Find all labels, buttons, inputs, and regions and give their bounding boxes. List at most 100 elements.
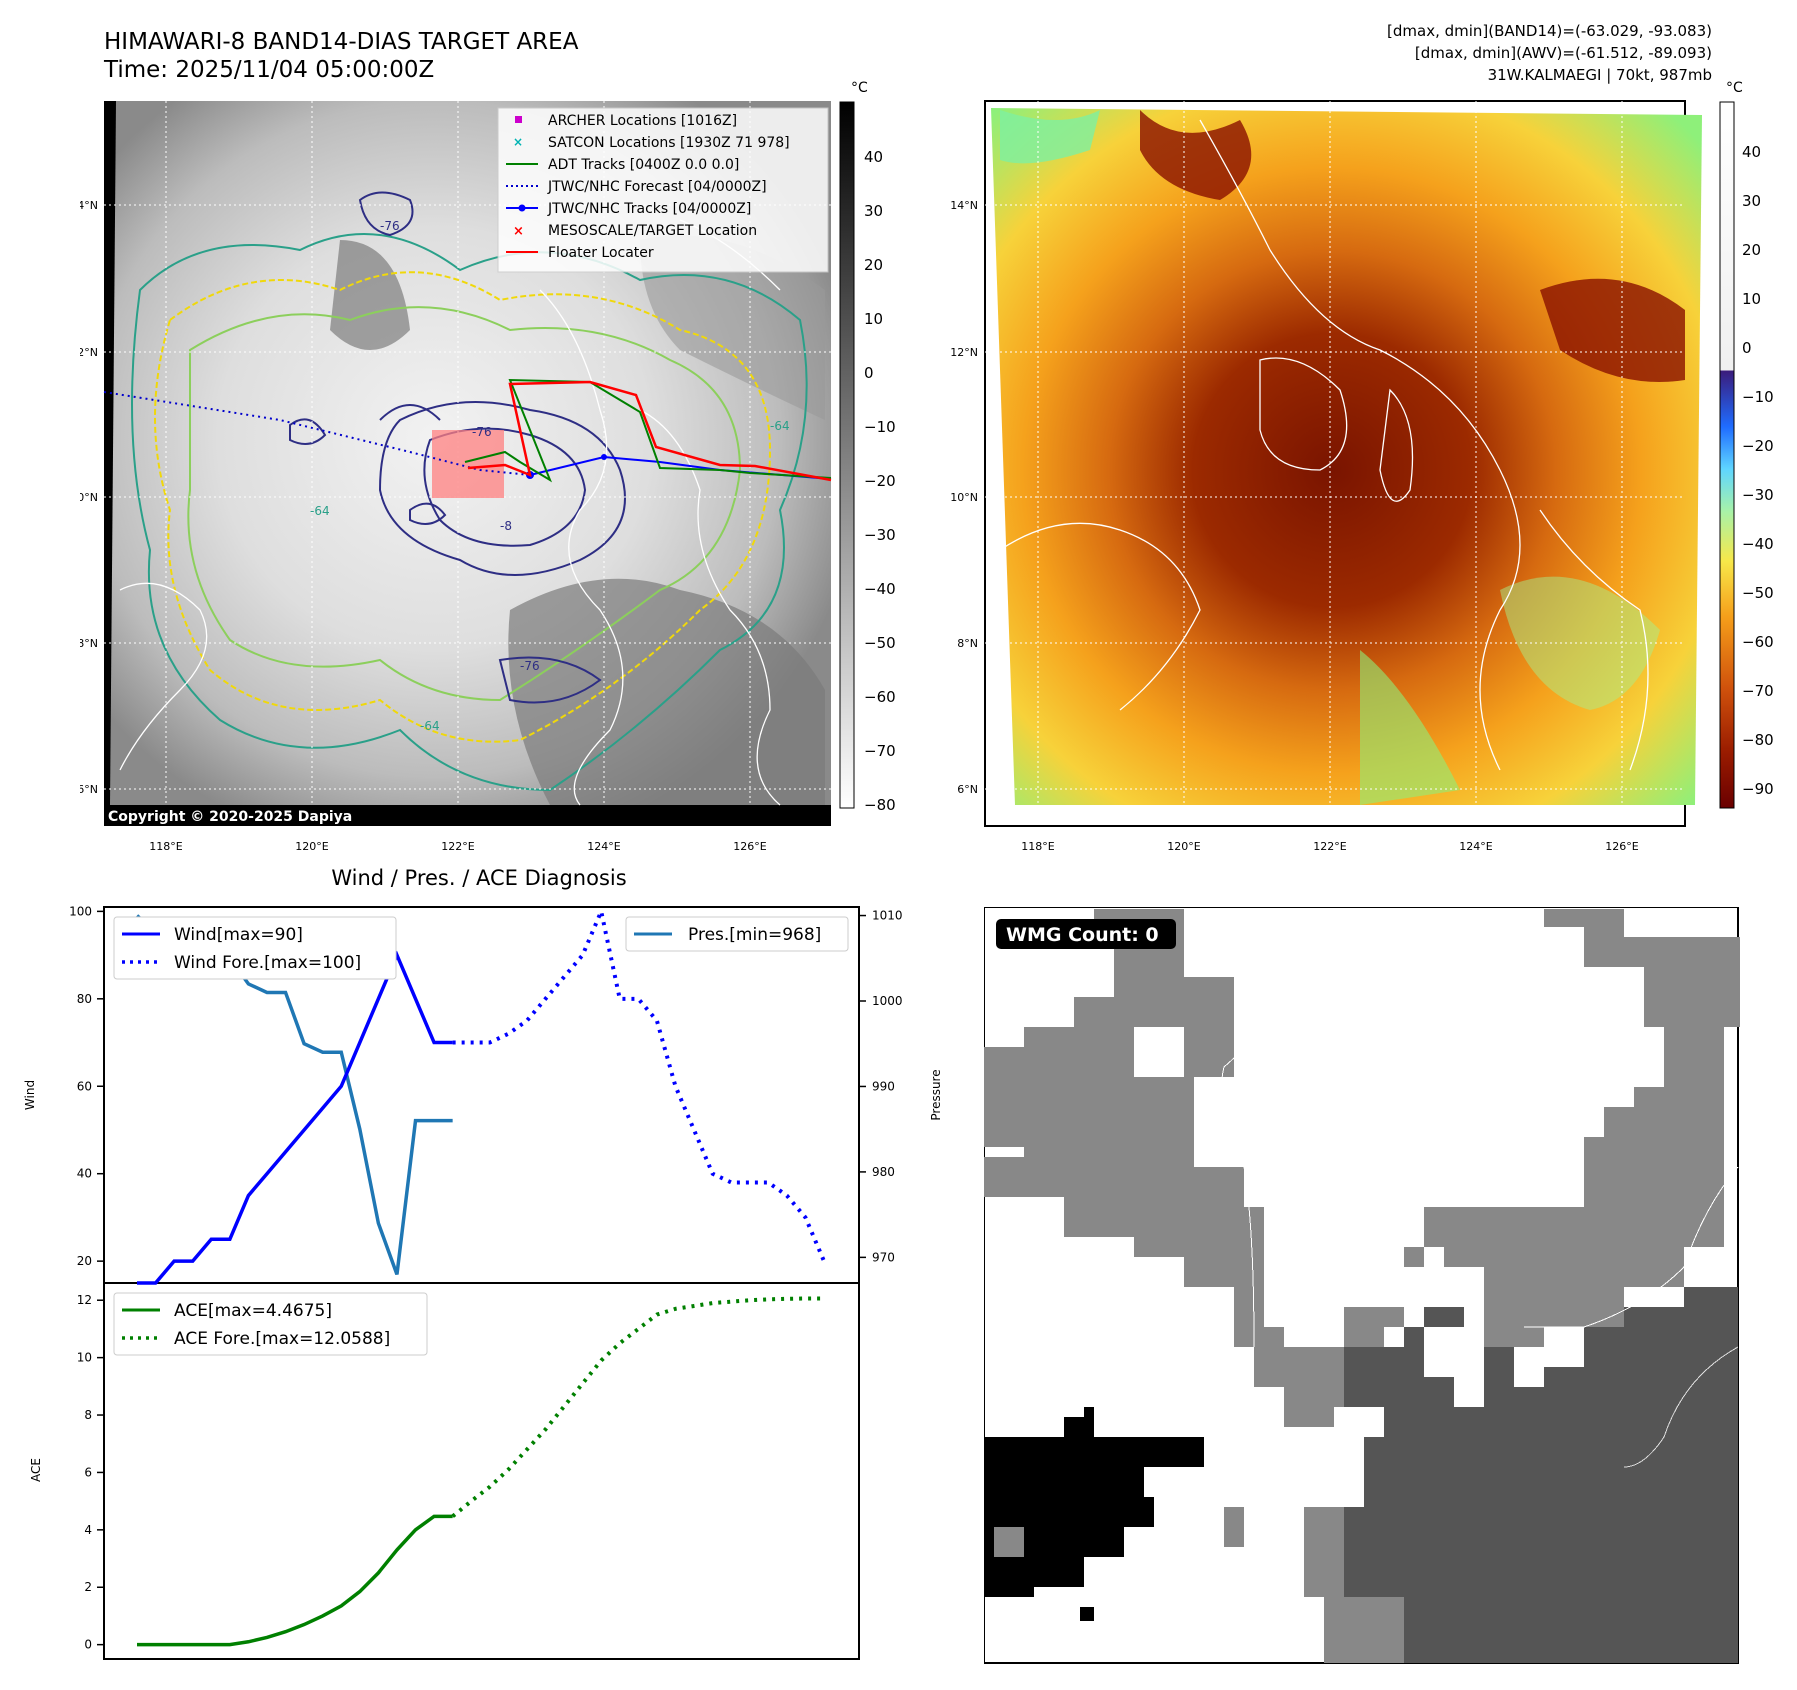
- band14-map-panel: -76 -76 -64 -64 -64 -76 -8 ARCHER Locati…: [80, 101, 832, 853]
- wmg-panel: WMG Count: 0: [984, 907, 1740, 1664]
- colorbar-tick: −10: [1742, 388, 1774, 406]
- lon-label: 126°E: [733, 840, 766, 853]
- ace-tick-label: 0: [84, 1638, 92, 1652]
- lat-label: 12°N: [950, 346, 978, 359]
- colorbar-tick: −70: [1742, 682, 1774, 700]
- lat-label: 10°N: [80, 491, 98, 504]
- ace-tick-label: 2: [84, 1580, 92, 1594]
- colorbar-tick: −30: [1742, 486, 1774, 504]
- target-box: [432, 430, 504, 498]
- ace-tick-label: 6: [84, 1465, 92, 1479]
- colorbar-tick: −50: [1742, 584, 1774, 602]
- floater-track: [467, 380, 832, 482]
- ace-tick-label: 8: [84, 1408, 92, 1422]
- pres-tick-label: 990: [872, 1079, 895, 1093]
- legend-adt: ADT Tracks [0400Z 0.0 0.0]: [548, 157, 739, 173]
- pres-tick-label: 1000: [872, 994, 903, 1008]
- wmg-count-label: WMG Count: 0: [1006, 924, 1159, 946]
- ace-legend: ACE[max=4.4675] ACE Fore.[max=12.0588]: [113, 1292, 428, 1356]
- colorbar-tick: −70: [864, 742, 896, 760]
- contour-label: -64: [310, 504, 330, 518]
- lon-label: 122°E: [441, 840, 474, 853]
- pres-tick-label: 980: [872, 1165, 895, 1179]
- lat-label: 8°N: [957, 637, 978, 650]
- ace-tick-label: 4: [84, 1523, 92, 1537]
- lat-label: 12°N: [80, 346, 98, 359]
- awv-gridlines: [985, 101, 1685, 826]
- legend-target: MESOSCALE/TARGET Location: [548, 223, 757, 239]
- lon-label: 118°E: [1021, 840, 1054, 853]
- lat-label: 6°N: [957, 783, 978, 796]
- wind-tick-label: 40: [77, 1167, 92, 1181]
- pres-ylabel: Pressure: [929, 1069, 940, 1120]
- colorbar-tick: 30: [864, 202, 883, 220]
- contour-label: -76: [520, 659, 540, 673]
- contour-label: -64: [420, 719, 440, 733]
- lat-label: 8°N: [80, 637, 98, 650]
- legend-jtwc-forecast: JTWC/NHC Forecast [04/0000Z]: [547, 179, 767, 195]
- legend-marker-satcon: ×: [513, 135, 523, 149]
- ace-forecast-series-line: [451, 1296, 824, 1518]
- colorbar-tick: −20: [864, 472, 896, 490]
- legend-wind-fore: Wind Fore.[max=100]: [174, 953, 361, 973]
- legend-ace-fore: ACE Fore.[max=12.0588]: [174, 1329, 390, 1349]
- colorbar-tick: −60: [864, 688, 896, 706]
- ace-tick-label: 12: [77, 1293, 92, 1307]
- ace-axes-frame: [103, 1282, 860, 1660]
- colorbar-tick: −40: [1742, 535, 1774, 553]
- wind-ylabel: Wind: [23, 1080, 37, 1110]
- lon-label: 124°E: [1459, 840, 1492, 853]
- lon-label: 126°E: [1605, 840, 1638, 853]
- lon-label: 118°E: [149, 840, 182, 853]
- contour-label: -64: [770, 419, 790, 433]
- legend-pres: Pres.[min=968]: [688, 925, 821, 945]
- wind-tick-label: 60: [77, 1079, 92, 1093]
- contour-label: -76: [472, 425, 492, 439]
- colorbar-tick: −20: [1742, 437, 1774, 455]
- band14-legend: ARCHER Locations [1016Z] × SATCON Locati…: [497, 107, 829, 273]
- lon-label: 124°E: [587, 840, 620, 853]
- colorbar-tick: −30: [864, 526, 896, 544]
- lat-label: 6°N: [80, 783, 98, 796]
- awv-map: [984, 100, 1702, 827]
- colorbar-tick: 30: [1742, 192, 1761, 210]
- colorbar-tick: −60: [1742, 633, 1774, 651]
- wind-legend: Wind[max=90] Wind Fore.[max=100]: [113, 916, 397, 980]
- legend-ace: ACE[max=4.4675]: [174, 1301, 332, 1321]
- legend-marker-target: ×: [513, 224, 524, 239]
- legend-marker-archer: [515, 116, 522, 123]
- wind-tick-label: 100: [69, 904, 92, 918]
- wind-series-line: [137, 950, 453, 1285]
- colorbar-tick: −10: [864, 418, 896, 436]
- lat-label: 14°N: [80, 199, 98, 212]
- colorbar-tick: −80: [1742, 731, 1774, 749]
- colorbar-tick: 0: [1742, 339, 1752, 357]
- info-dmax-band14: [dmax, dmin](BAND14)=(-63.029, -93.083): [1387, 22, 1712, 40]
- colorbar-tick: 40: [1742, 143, 1761, 161]
- colorbar-unit: °C: [851, 80, 868, 96]
- lon-label: 120°E: [1167, 840, 1200, 853]
- lon-label: 120°E: [295, 840, 328, 853]
- legend-wind: Wind[max=90]: [174, 925, 303, 945]
- colorbar-tick: −50: [864, 634, 896, 652]
- band14-colorbar: °C 40 30 20 10 0 −10 −20 −30 −40 −50 −60…: [839, 80, 896, 814]
- pres-legend: Pres.[min=968]: [625, 916, 849, 952]
- legend-satcon: SATCON Locations [1930Z 71 978]: [548, 135, 790, 151]
- colorbar-tick: 20: [1742, 241, 1761, 259]
- wind-forecast-series-line: [452, 904, 826, 1262]
- colorbar-tick: 20: [864, 256, 883, 274]
- ace-series-line: [137, 1514, 453, 1647]
- figure-title-line2: Time: 2025/11/04 05:00:00Z: [104, 57, 435, 83]
- awv-colorbar: °C 40 30 20 10 0 −10 −20 −30 −40 −50 −60…: [1719, 80, 1774, 809]
- colorbar-tick: 0: [864, 364, 874, 382]
- ace-tick-label: 10: [77, 1351, 92, 1365]
- legend-floater: Floater Locater: [548, 245, 654, 261]
- jtwc-forecast-track: [103, 391, 531, 476]
- colorbar-tick: 10: [864, 310, 883, 328]
- wmg-badge: [996, 919, 1176, 949]
- colorbar-tick: −40: [864, 580, 896, 598]
- wmg-grid: [984, 908, 1740, 1663]
- colorbar-unit: °C: [1726, 80, 1743, 96]
- legend-archer: ARCHER Locations [1016Z]: [548, 113, 737, 129]
- colorbar-tick: 40: [864, 148, 883, 166]
